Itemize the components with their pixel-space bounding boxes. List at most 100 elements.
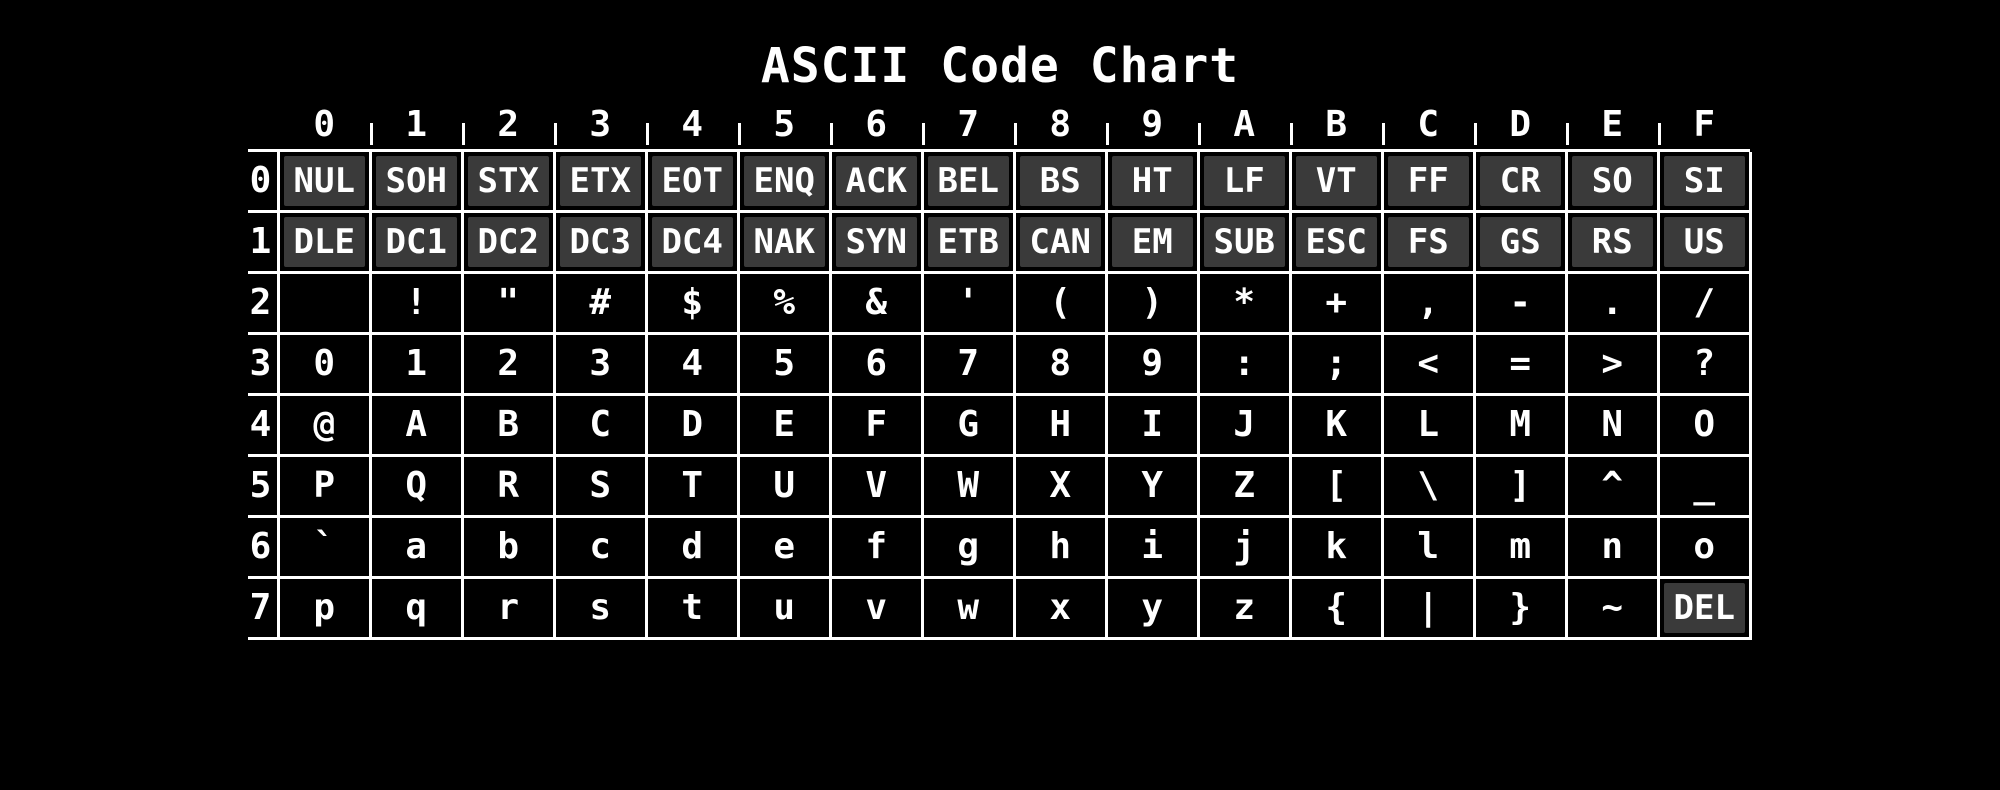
ascii-cell: SO bbox=[1566, 152, 1658, 212]
ascii-cell-label: \ bbox=[1388, 461, 1469, 511]
ascii-cell: 6 bbox=[830, 333, 922, 394]
ascii-cell-label: X bbox=[1020, 461, 1101, 511]
ascii-cell-label: V bbox=[836, 461, 917, 511]
ascii-cell-label: 6 bbox=[836, 339, 917, 389]
ascii-cell-label: ~ bbox=[1572, 583, 1653, 633]
ascii-cell: DC2 bbox=[462, 211, 554, 272]
ascii-cell-label: SUB bbox=[1204, 217, 1285, 267]
ascii-cell: > bbox=[1566, 333, 1658, 394]
ascii-cell-label: w bbox=[928, 583, 1009, 633]
ascii-cell: | bbox=[1382, 577, 1474, 638]
ascii-cell-label: ' bbox=[928, 278, 1009, 328]
ascii-cell: ( bbox=[1014, 272, 1106, 333]
ascii-cell: 7 bbox=[922, 333, 1014, 394]
ascii-cell-label: $ bbox=[652, 278, 733, 328]
ascii-cell-label: y bbox=[1112, 583, 1193, 633]
ascii-cell: O bbox=[1658, 394, 1750, 455]
ascii-cell-label: 8 bbox=[1020, 339, 1101, 389]
ascii-cell: BS bbox=[1014, 152, 1106, 212]
ascii-cell-label: d bbox=[652, 522, 733, 572]
col-header: E bbox=[1566, 100, 1658, 150]
ascii-cell: P bbox=[278, 455, 370, 516]
ascii-cell-label: T bbox=[652, 461, 733, 511]
ascii-cell: W bbox=[922, 455, 1014, 516]
ascii-cell-label: . bbox=[1572, 278, 1653, 328]
ascii-cell: ] bbox=[1474, 455, 1566, 516]
ascii-cell-label: > bbox=[1572, 339, 1653, 389]
col-header: 3 bbox=[554, 100, 646, 150]
ascii-cell: C bbox=[554, 394, 646, 455]
ascii-cell: R bbox=[462, 455, 554, 516]
ascii-cell-label: Y bbox=[1112, 461, 1193, 511]
ascii-cell-label: M bbox=[1480, 400, 1561, 450]
ascii-cell: & bbox=[830, 272, 922, 333]
ascii-cell: \ bbox=[1382, 455, 1474, 516]
ascii-cell: # bbox=[554, 272, 646, 333]
ascii-cell: - bbox=[1474, 272, 1566, 333]
ascii-cell: z bbox=[1198, 577, 1290, 638]
ascii-cell: _ bbox=[1658, 455, 1750, 516]
ascii-cell: i bbox=[1106, 516, 1198, 577]
col-header: 5 bbox=[738, 100, 830, 150]
ascii-cell-label: DEL bbox=[1664, 583, 1745, 633]
ascii-cell: E bbox=[738, 394, 830, 455]
ascii-cell-label: } bbox=[1480, 583, 1561, 633]
ascii-cell-label: F bbox=[836, 400, 917, 450]
ascii-cell-label: & bbox=[836, 278, 917, 328]
ascii-cell: p bbox=[278, 577, 370, 638]
col-header: A bbox=[1198, 100, 1290, 150]
ascii-cell-label: R bbox=[468, 461, 549, 511]
ascii-cell: VT bbox=[1290, 152, 1382, 212]
ascii-cell-label: Q bbox=[376, 461, 457, 511]
ascii-cell-label: US bbox=[1664, 217, 1745, 267]
ascii-cell-label: ^ bbox=[1572, 461, 1653, 511]
row-header: 1 bbox=[248, 211, 278, 272]
ascii-cell-label: CR bbox=[1480, 156, 1561, 206]
row-header: 0 bbox=[248, 152, 278, 212]
ascii-cell-label: Z bbox=[1204, 461, 1285, 511]
ascii-cell-label: 7 bbox=[928, 339, 1009, 389]
ascii-cell-label: j bbox=[1204, 522, 1285, 572]
ascii-cell: ESC bbox=[1290, 211, 1382, 272]
ascii-cell: GS bbox=[1474, 211, 1566, 272]
ascii-cell: q bbox=[370, 577, 462, 638]
ascii-cell-label: RS bbox=[1572, 217, 1653, 267]
ascii-cell: ! bbox=[370, 272, 462, 333]
ascii-cell: T bbox=[646, 455, 738, 516]
ascii-cell-label: DC1 bbox=[376, 217, 457, 267]
ascii-cell: e bbox=[738, 516, 830, 577]
ascii-cell-label: z bbox=[1204, 583, 1285, 633]
ascii-cell-label: K bbox=[1296, 400, 1377, 450]
row-header: 4 bbox=[248, 394, 278, 455]
ascii-cell: 3 bbox=[554, 333, 646, 394]
ascii-cell: y bbox=[1106, 577, 1198, 638]
ascii-cell: Z bbox=[1198, 455, 1290, 516]
ascii-cell: r bbox=[462, 577, 554, 638]
ascii-cell: s bbox=[554, 577, 646, 638]
ascii-cell-label: t bbox=[652, 583, 733, 633]
table-row: 30123456789:;<=>? bbox=[248, 333, 1750, 394]
ascii-cell-label: e bbox=[744, 522, 825, 572]
ascii-cell-label: g bbox=[928, 522, 1009, 572]
ascii-cell-label: B bbox=[468, 400, 549, 450]
ascii-cell-label: 4 bbox=[652, 339, 733, 389]
ascii-cell: ? bbox=[1658, 333, 1750, 394]
ascii-cell: 8 bbox=[1014, 333, 1106, 394]
ascii-cell-label: ETX bbox=[560, 156, 641, 206]
ascii-cell-label: 0 bbox=[284, 339, 365, 389]
ascii-table: 0 1 2 3 4 5 6 7 8 9 A B C D E F 0NULSOHS… bbox=[248, 100, 1752, 640]
col-header: F bbox=[1658, 100, 1750, 150]
ascii-cell-label: + bbox=[1296, 278, 1377, 328]
table-row: 5PQRSTUVWXYZ[\]^_ bbox=[248, 455, 1750, 516]
ascii-cell-label: h bbox=[1020, 522, 1101, 572]
ascii-cell-label: i bbox=[1112, 522, 1193, 572]
ascii-cell bbox=[278, 272, 370, 333]
ascii-cell-label: A bbox=[376, 400, 457, 450]
ascii-cell-label: q bbox=[376, 583, 457, 633]
ascii-cell-label: SYN bbox=[836, 217, 917, 267]
ascii-cell: / bbox=[1658, 272, 1750, 333]
ascii-cell: f bbox=[830, 516, 922, 577]
ascii-cell-label: NAK bbox=[744, 217, 825, 267]
row-header: 7 bbox=[248, 577, 278, 638]
ascii-cell: ENQ bbox=[738, 152, 830, 212]
